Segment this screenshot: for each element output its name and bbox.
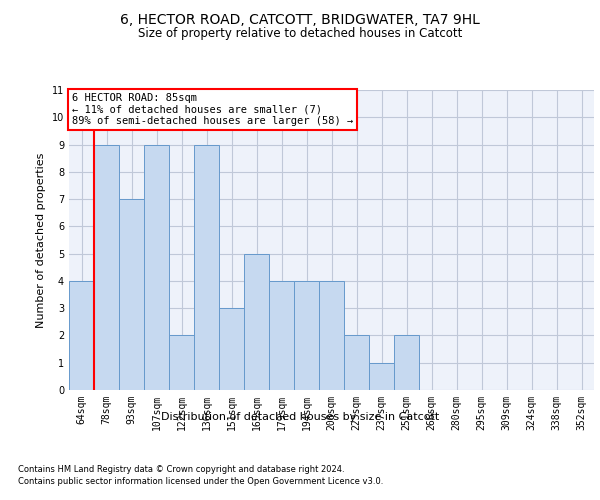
Bar (344, 336, 369, 390)
Text: Contains HM Land Registry data © Crown copyright and database right 2024.: Contains HM Land Registry data © Crown c… (18, 465, 344, 474)
Text: 6 HECTOR ROAD: 85sqm
← 11% of detached houses are smaller (7)
89% of semi-detach: 6 HECTOR ROAD: 85sqm ← 11% of detached h… (71, 93, 353, 126)
Y-axis label: Number of detached properties: Number of detached properties (37, 152, 46, 328)
Bar (369, 362, 394, 390)
Bar (169, 336, 194, 390)
Bar (194, 144, 219, 390)
Bar (244, 254, 269, 390)
Bar (94, 144, 119, 390)
Bar (119, 199, 144, 390)
Text: Contains public sector information licensed under the Open Government Licence v3: Contains public sector information licen… (18, 478, 383, 486)
Bar (219, 308, 244, 390)
Text: 6, HECTOR ROAD, CATCOTT, BRIDGWATER, TA7 9HL: 6, HECTOR ROAD, CATCOTT, BRIDGWATER, TA7… (120, 12, 480, 26)
Bar (144, 144, 169, 390)
Bar (69, 281, 94, 390)
Bar (269, 281, 294, 390)
Bar (294, 281, 319, 390)
Text: Distribution of detached houses by size in Catcott: Distribution of detached houses by size … (161, 412, 439, 422)
Bar (394, 336, 419, 390)
Bar (319, 281, 344, 390)
Text: Size of property relative to detached houses in Catcott: Size of property relative to detached ho… (138, 28, 462, 40)
